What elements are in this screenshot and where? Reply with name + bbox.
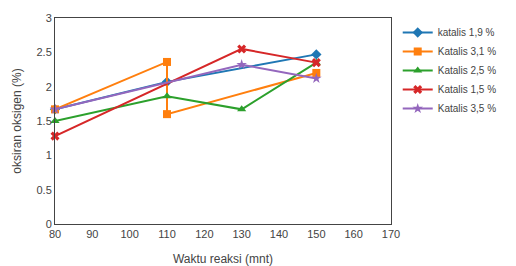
svg-text:150: 150 xyxy=(307,228,325,240)
svg-text:1: 1 xyxy=(46,149,52,161)
svg-text:130: 130 xyxy=(232,228,250,240)
svg-text:Katalis 3,5 %: Katalis 3,5 % xyxy=(438,103,496,114)
svg-text:2: 2 xyxy=(46,81,52,93)
svg-text:110: 110 xyxy=(158,228,176,240)
svg-text:90: 90 xyxy=(86,228,98,240)
svg-text:160: 160 xyxy=(344,228,362,240)
svg-text:1.5: 1.5 xyxy=(37,115,52,127)
svg-text:Katalis 2,5 %: Katalis 2,5 % xyxy=(438,65,496,76)
svg-text:oksiran oksigen (%): oksiran oksigen (%) xyxy=(10,68,24,173)
svg-text:Katalis 1,5 %: Katalis 1,5 % xyxy=(438,84,496,95)
svg-text:3: 3 xyxy=(46,12,52,24)
svg-text:80: 80 xyxy=(49,228,61,240)
svg-text:Katalis 3,1 %: Katalis 3,1 % xyxy=(438,46,496,57)
svg-text:0.5: 0.5 xyxy=(37,184,52,196)
svg-text:2.5: 2.5 xyxy=(37,46,52,58)
svg-text:Waktu reaksi (mnt): Waktu reaksi (mnt) xyxy=(173,252,273,266)
svg-text:170: 170 xyxy=(382,228,400,240)
svg-text:100: 100 xyxy=(120,228,138,240)
svg-text:120: 120 xyxy=(195,228,213,240)
svg-text:katalis 1,9 %: katalis 1,9 % xyxy=(438,27,495,38)
svg-text:140: 140 xyxy=(270,228,288,240)
svg-text:0: 0 xyxy=(46,218,52,230)
